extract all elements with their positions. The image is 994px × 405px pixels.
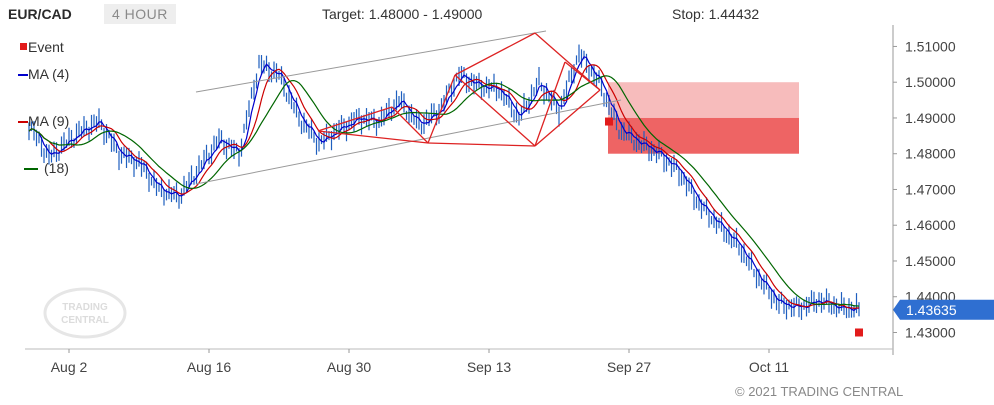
y-tick-label: 1.51000	[905, 38, 956, 54]
ma-line-18	[28, 75, 860, 307]
watermark-text: TRADING	[62, 302, 108, 313]
legend-ma18: (18)	[24, 160, 69, 176]
y-tick-label: 1.49000	[905, 110, 956, 126]
legend-ma4-label: MA (4)	[28, 66, 70, 82]
ma18-swatch	[24, 168, 38, 170]
event-marker	[605, 117, 613, 126]
y-tick-label: 1.46000	[905, 217, 956, 233]
y-tick-label: 1.43000	[905, 324, 956, 340]
x-tick-label: Aug 30	[327, 359, 372, 375]
event-marker	[855, 328, 863, 337]
channel-upper-line	[195, 30, 547, 93]
event-swatch	[20, 43, 27, 50]
x-tick-label: Aug 16	[187, 359, 232, 375]
pattern-line	[427, 142, 536, 147]
timeframe-badge[interactable]: 4 HOUR	[104, 4, 176, 24]
legend-ma9: MA (9)	[18, 113, 70, 129]
symbol-title: EUR/CAD	[8, 6, 72, 22]
ma4-swatch	[18, 74, 28, 76]
pattern-line	[534, 61, 566, 147]
watermark-logo	[43, 287, 127, 339]
pattern-line	[391, 106, 429, 144]
legend-event-label: Event	[28, 39, 64, 55]
legend-ma9-label: MA (9)	[28, 113, 70, 129]
pattern-line	[534, 89, 601, 147]
pattern-line	[534, 32, 601, 91]
y-tick-label: 1.50000	[905, 74, 956, 90]
ma-line-9	[28, 64, 860, 310]
ma-line-4	[28, 56, 860, 312]
x-tick-label: Aug 2	[51, 359, 88, 375]
pattern-line	[454, 74, 536, 147]
y-tick-label: 1.45000	[905, 253, 956, 269]
copyright-text: © 2021 TRADING CENTRAL	[735, 384, 904, 399]
x-tick-label: Oct 11	[749, 359, 789, 375]
legend-ma18-label: (18)	[44, 160, 69, 176]
x-tick-label: Sep 27	[607, 359, 652, 375]
target-label: Target: 1.48000 - 1.49000	[322, 6, 483, 22]
stop-label: Stop: 1.44432	[672, 6, 760, 22]
extended-zone	[608, 82, 799, 118]
pattern-line	[427, 74, 456, 144]
channel-lower-line	[195, 99, 622, 185]
legend-ma4: MA (4)	[18, 66, 70, 82]
pattern-line	[317, 130, 429, 144]
watermark-text: CENTRAL	[61, 315, 109, 326]
pattern-line	[317, 106, 393, 132]
current-price-label: 1.43635	[906, 302, 957, 318]
y-tick-label: 1.47000	[905, 181, 956, 197]
legend-event: Event	[20, 39, 64, 55]
pattern-line	[454, 32, 536, 76]
y-tick-label: 1.48000	[905, 146, 956, 162]
x-tick-label: Sep 13	[467, 359, 512, 375]
target-zone	[608, 117, 799, 154]
current-price-tag	[893, 299, 994, 320]
ma9-swatch	[18, 121, 28, 123]
